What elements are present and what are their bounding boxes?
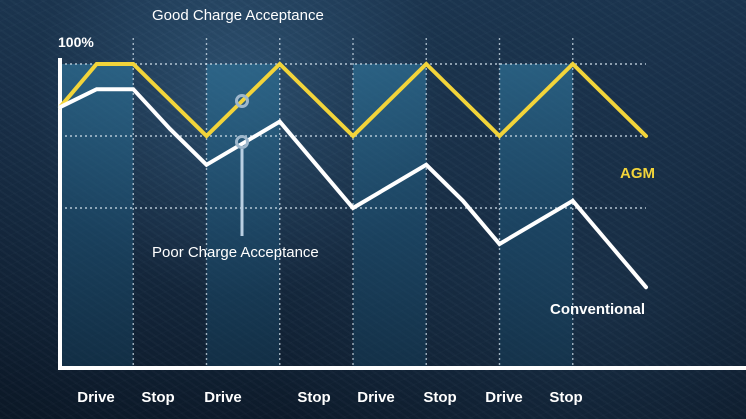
period-label-7: Drive (485, 389, 523, 406)
conventional-point-8 (315, 164, 317, 166)
conventional-point-11 (425, 164, 427, 166)
agm-point-4 (169, 99, 171, 101)
agm-series-label: AGM (620, 165, 655, 182)
conventional-point-6 (242, 142, 244, 144)
agm-point-13 (498, 135, 500, 137)
drive-shade-4 (499, 64, 573, 368)
agm-point-9 (352, 135, 354, 137)
conventional-point-7 (279, 120, 281, 122)
conventional-point-1 (59, 106, 61, 108)
period-label-3: Drive (204, 389, 242, 406)
conventional-point-16 (608, 243, 610, 245)
conventional-series-label: Conventional (550, 301, 645, 318)
conventional-point-9 (352, 207, 354, 209)
conventional-point-15 (572, 200, 574, 202)
conventional-point-14 (535, 221, 537, 223)
poor-charge-acceptance-annotation: Poor Charge Acceptance (152, 244, 319, 261)
conventional-point-12 (462, 200, 464, 202)
agm-point-16 (608, 99, 610, 101)
agm-point-5 (205, 135, 207, 137)
conventional-point-5 (205, 164, 207, 166)
drive-shade-3 (353, 64, 427, 368)
agm-point-15 (572, 63, 574, 65)
conventional-point-3 (132, 88, 134, 90)
y-tick-label-100: 100% (58, 34, 94, 50)
period-label-1: Drive (77, 389, 115, 406)
period-label-4: Stop (297, 389, 330, 406)
agm-point-14 (535, 99, 537, 101)
period-label-5: Drive (357, 389, 395, 406)
drive-shade-1 (60, 64, 134, 368)
agm-point-17 (645, 135, 647, 137)
agm-point-2 (95, 63, 97, 65)
agm-point-11 (425, 63, 427, 65)
conventional-point-2 (95, 88, 97, 90)
period-label-8: Stop (549, 389, 582, 406)
good-charge-acceptance-annotation: Good Charge Acceptance (152, 7, 324, 24)
conventional-point-17 (645, 286, 647, 288)
period-label-6: Stop (423, 389, 456, 406)
conventional-point-10 (388, 185, 390, 187)
agm-point-12 (462, 99, 464, 101)
conventional-series-line (58, 87, 648, 290)
agm-point-7 (279, 63, 281, 65)
agm-acceptance-marker (235, 94, 249, 108)
period-label-2: Stop (141, 389, 174, 406)
conventional-point-4 (169, 128, 171, 130)
agm-point-3 (132, 63, 134, 65)
agm-point-10 (388, 99, 390, 101)
conventional-point-13 (498, 243, 500, 245)
agm-series-line (58, 61, 648, 139)
agm-point-8 (315, 99, 317, 101)
agm-point-6 (242, 99, 244, 101)
conventional-acceptance-marker (235, 135, 249, 149)
